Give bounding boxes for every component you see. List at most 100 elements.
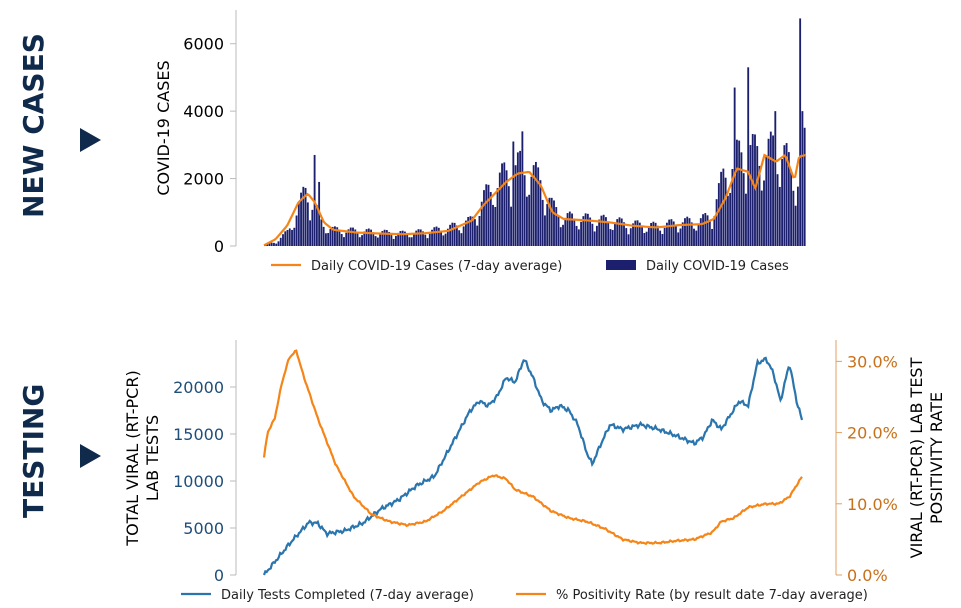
- new-cases-bar: [629, 228, 632, 246]
- new-cases-bar: [435, 226, 438, 246]
- legend-avg-label: Daily COVID-19 Cases (7-day average): [311, 259, 562, 274]
- new-cases-bar: [489, 192, 492, 246]
- new-cases-bar: [469, 216, 472, 246]
- new-cases-bar: [787, 152, 790, 246]
- new-cases-bar: [767, 138, 770, 246]
- new-cases-bar: [571, 213, 573, 246]
- new-cases-bar: [620, 218, 623, 246]
- new-cases-y-tick-label: 4000: [183, 102, 224, 121]
- new-cases-bar: [749, 145, 752, 246]
- new-cases-bar: [449, 224, 452, 246]
- new-cases-bar: [758, 165, 761, 246]
- new-cases-bar: [467, 216, 470, 246]
- new-cases-bar: [523, 175, 526, 246]
- new-cases-bar: [352, 227, 354, 246]
- new-cases-bar: [288, 228, 291, 246]
- new-cases-bar: [302, 186, 305, 246]
- new-cases-bar: [636, 220, 639, 246]
- new-cases-bar: [745, 193, 747, 246]
- new-cases-bar: [591, 223, 594, 246]
- testing-right-axis-title-line2: POSITIVITY RATE: [927, 392, 946, 524]
- new-cases-bar: [309, 220, 312, 246]
- new-cases-bar: [803, 127, 806, 246]
- new-cases-bar: [742, 173, 745, 246]
- new-cases-bar: [460, 233, 463, 246]
- new-cases-bar: [422, 231, 424, 246]
- new-cases-bar: [419, 229, 422, 246]
- new-cases-label: NEW CASES: [17, 33, 50, 218]
- new-cases-bar: [559, 227, 562, 246]
- new-cases-bar: [801, 111, 804, 246]
- new-cases-bar: [672, 221, 675, 246]
- new-cases-bar: [704, 213, 707, 246]
- new-cases-bar: [458, 230, 461, 246]
- new-cases-bar: [702, 214, 704, 246]
- new-cases-bar: [641, 227, 643, 246]
- new-cases-bar: [385, 230, 388, 246]
- new-cases-bar: [297, 203, 300, 246]
- new-cases-bar: [415, 230, 418, 246]
- new-cases-bar: [394, 235, 397, 246]
- new-cases-bar: [462, 226, 465, 246]
- new-cases-bar: [485, 184, 488, 246]
- new-cases-arrow-icon: [80, 128, 101, 152]
- new-cases-bar: [480, 201, 483, 246]
- new-cases-bar: [329, 229, 332, 246]
- new-cases-bar: [706, 215, 709, 246]
- new-cases-bar: [284, 231, 287, 246]
- new-cases-bar: [410, 237, 413, 246]
- new-cases-bar: [474, 219, 476, 246]
- new-cases-7day-average-line: [263, 153, 807, 247]
- new-cases-bar: [535, 161, 537, 246]
- new-cases-bar: [433, 227, 436, 246]
- new-cases-bar: [336, 227, 339, 246]
- new-cases-bar: [711, 228, 713, 246]
- new-cases-bar: [431, 229, 433, 246]
- new-cases-bar: [356, 232, 359, 246]
- new-cases-bar: [611, 229, 614, 246]
- new-cases-y-tick-label: 0: [214, 237, 224, 256]
- new-cases-bar: [627, 234, 630, 246]
- new-cases-bar: [516, 152, 519, 246]
- new-cases-bar: [740, 152, 743, 246]
- new-cases-bar: [638, 222, 641, 246]
- new-cases-bar: [733, 87, 736, 246]
- new-cases-bar: [498, 172, 501, 246]
- new-cases-bar: [715, 199, 718, 246]
- new-cases-bar: [437, 227, 440, 246]
- new-cases-bar: [600, 215, 603, 246]
- new-cases-bar: [406, 233, 409, 246]
- new-cases-bar: [514, 165, 517, 246]
- new-cases-bar: [311, 209, 314, 246]
- new-cases-bar: [625, 228, 628, 246]
- new-cases-bar: [632, 223, 634, 246]
- testing-right-tick-label: 10.0%: [847, 495, 898, 514]
- new-cases-bar: [324, 233, 327, 246]
- new-cases-bar: [598, 219, 601, 246]
- new-cases-bar: [388, 231, 391, 246]
- new-cases-bar: [525, 196, 528, 246]
- new-cases-bar: [279, 237, 282, 246]
- new-cases-bar: [774, 111, 777, 246]
- new-cases-bar: [616, 219, 619, 246]
- new-cases-bar: [652, 221, 655, 246]
- new-cases-bar: [760, 190, 763, 246]
- new-cases-bar: [478, 215, 481, 246]
- testing-right-axis-title-line1: VIRAL (RT-PCR) LAB TEST: [907, 357, 926, 558]
- new-cases-bar: [282, 234, 284, 246]
- new-cases-bar: [609, 229, 612, 246]
- testing-left-axis-title-line2: LAB TESTS: [143, 415, 162, 501]
- new-cases-bar: [442, 235, 445, 246]
- new-cases-bar: [566, 213, 569, 246]
- testing-legend: Daily Tests Completed (7-day average) % …: [181, 588, 868, 603]
- new-cases-bar: [550, 197, 553, 246]
- new-cases-bar: [399, 231, 402, 246]
- new-cases-bar: [656, 225, 659, 246]
- new-cases-bar: [426, 238, 429, 246]
- new-cases-bar: [618, 217, 621, 246]
- new-cases-bar: [372, 232, 375, 246]
- new-cases-bar: [663, 227, 666, 246]
- legend-bars-swatch: [606, 260, 636, 270]
- new-cases-bar: [358, 237, 361, 246]
- new-cases-bar: [446, 228, 449, 246]
